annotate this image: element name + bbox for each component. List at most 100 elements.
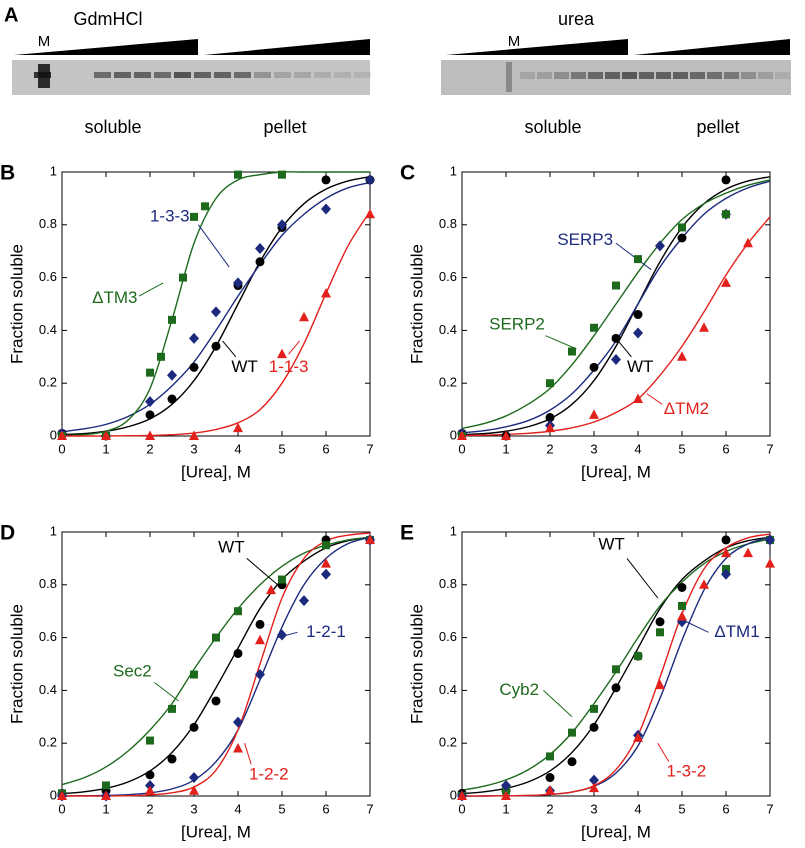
y-tick-label: 0.4 — [39, 682, 57, 697]
series-label: 1-2-2 — [249, 764, 289, 783]
series-label: SERP2 — [489, 315, 545, 334]
data-point — [212, 633, 220, 642]
data-point — [321, 287, 331, 298]
data-point — [277, 629, 287, 641]
data-point — [365, 174, 375, 186]
gel-band — [588, 72, 603, 79]
series-label: ΔTM1 — [714, 622, 759, 641]
x-tick-label: 5 — [278, 801, 285, 816]
y-tick-label: 0 — [450, 427, 457, 442]
label-leader — [545, 335, 577, 350]
fit-curve — [62, 211, 371, 437]
gel-band — [758, 72, 773, 79]
gel-band — [194, 72, 211, 78]
data-point — [589, 782, 599, 793]
plot-frame — [61, 531, 371, 797]
data-point — [567, 757, 577, 767]
x-tick-label: 4 — [634, 441, 641, 456]
data-point — [234, 170, 242, 179]
data-point — [145, 410, 155, 420]
y-tick-label: 1 — [450, 163, 457, 178]
series-label: WT — [598, 535, 624, 554]
data-point — [501, 790, 511, 800]
data-point — [677, 610, 687, 621]
label-leader — [543, 690, 573, 718]
data-point — [699, 579, 709, 589]
gel-band — [354, 72, 371, 78]
data-point — [57, 790, 67, 800]
data-point — [545, 785, 555, 795]
y-tick-label: 1 — [50, 163, 57, 178]
gel-band — [707, 72, 722, 79]
gel-band — [214, 72, 231, 78]
y-tick-label: 0.4 — [39, 322, 57, 337]
data-point — [233, 277, 243, 289]
label-leader — [154, 682, 179, 702]
x-tick-label: 5 — [678, 441, 685, 456]
gel-band — [741, 72, 756, 79]
data-point — [457, 430, 467, 440]
y-tick-label: 0.8 — [439, 576, 457, 591]
x-tick-label: 0 — [458, 801, 465, 816]
series-label: 1-2-1 — [306, 622, 346, 641]
data-point — [656, 628, 664, 637]
data-point — [321, 568, 331, 580]
data-point — [146, 736, 154, 745]
gel-band — [506, 62, 512, 92]
data-point — [146, 368, 154, 377]
data-point — [145, 430, 155, 440]
data-point — [189, 722, 199, 732]
x-tick-label: 2 — [146, 801, 153, 816]
gel-band — [314, 72, 331, 78]
fit-curve — [62, 532, 371, 797]
x-axis-label: [Urea], M — [181, 822, 251, 841]
data-point — [743, 547, 753, 558]
y-tick-label: 1 — [50, 523, 57, 538]
gel-band — [274, 72, 291, 78]
data-point — [678, 223, 686, 232]
data-point — [277, 219, 287, 231]
y-tick-label: 0.6 — [439, 269, 457, 284]
data-point — [179, 273, 187, 282]
data-point — [189, 332, 199, 344]
y-tick-label: 0.6 — [39, 629, 57, 644]
data-point — [189, 785, 199, 795]
data-point — [633, 310, 643, 320]
fraction-label: pellet — [696, 117, 739, 137]
y-tick-label: 0.2 — [439, 375, 457, 390]
label-leader — [657, 742, 670, 762]
fit-curve — [461, 180, 771, 434]
data-point — [655, 617, 665, 627]
data-point — [101, 430, 111, 440]
plot-frame — [461, 531, 771, 797]
data-point — [589, 774, 599, 786]
y-tick-label: 0.8 — [39, 216, 57, 231]
gel-band — [554, 72, 569, 79]
data-point — [168, 704, 176, 713]
data-point — [546, 379, 554, 388]
gel-band — [154, 72, 171, 78]
data-point — [677, 582, 687, 592]
fit-curve — [461, 176, 771, 436]
gel-band — [254, 72, 271, 78]
gradient-wedge — [446, 39, 628, 55]
series-label: 1-3-2 — [667, 762, 707, 781]
data-point — [201, 202, 209, 211]
y-tick-label: 1 — [450, 523, 457, 538]
data-point — [568, 347, 576, 356]
data-point — [589, 362, 599, 372]
y-axis-label: Fraction soluble — [407, 604, 426, 724]
data-point — [255, 669, 265, 681]
gel-band — [234, 72, 251, 78]
gel-band — [639, 72, 654, 79]
y-axis-label: Fraction soluble — [7, 244, 26, 364]
data-point — [612, 665, 620, 674]
data-point — [255, 619, 265, 629]
gradient-wedge — [204, 39, 370, 55]
gel-band — [622, 72, 637, 79]
data-point — [634, 255, 642, 264]
data-point — [612, 281, 620, 290]
label-leader — [244, 743, 252, 765]
x-tick-label: 2 — [546, 441, 553, 456]
x-tick-label: 1 — [102, 441, 109, 456]
